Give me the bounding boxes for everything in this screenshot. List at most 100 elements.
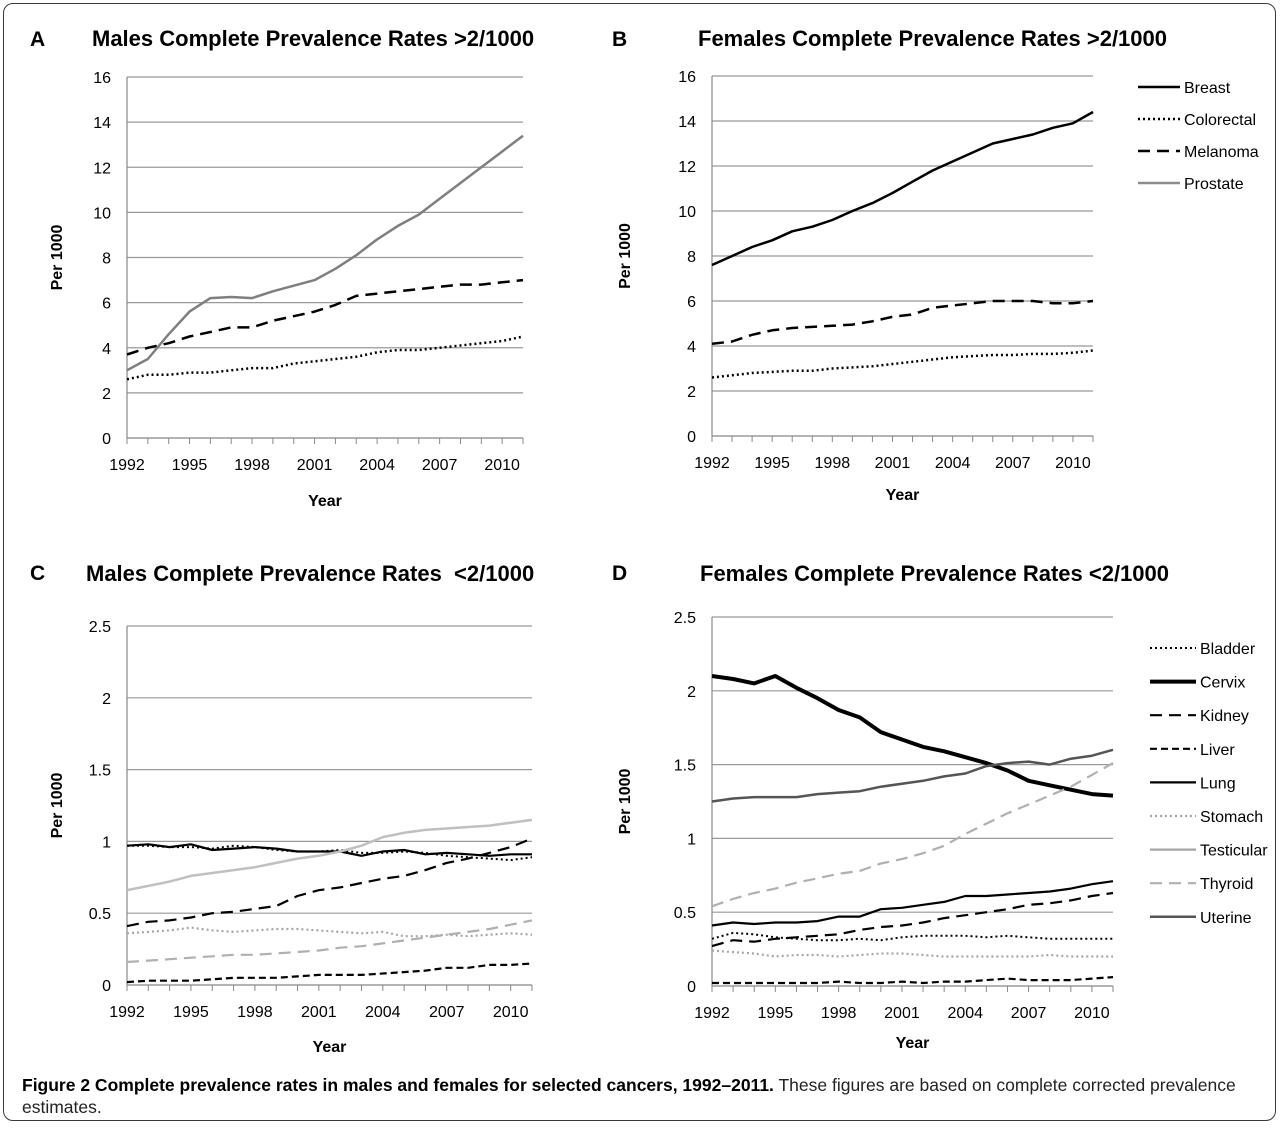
legend-label: Testicular xyxy=(1200,843,1268,860)
x-tick-label: 2001 xyxy=(884,1005,920,1022)
y-tick-label: 1.5 xyxy=(674,758,696,775)
legend-label: Cervix xyxy=(1200,675,1245,692)
x-tick-label: 1998 xyxy=(234,457,270,474)
chart-title: Females Complete Prevalence Rates >2/100… xyxy=(698,26,1167,51)
series-line-kidney xyxy=(711,891,1114,948)
x-tick-label: 2004 xyxy=(935,455,971,472)
y-tick-label: 0.5 xyxy=(674,905,696,922)
y-tick-label: 0 xyxy=(687,979,696,996)
series-line-bladder xyxy=(711,931,1113,942)
x-tick-label: 2007 xyxy=(995,455,1031,472)
y-tick-label: 12 xyxy=(678,159,696,176)
series-line-cervix xyxy=(711,674,1114,798)
x-tick-label: 1998 xyxy=(821,1005,857,1022)
series-line-testicular xyxy=(126,818,533,892)
y-axis-label: Per 1000 xyxy=(617,223,634,289)
series-line-breast xyxy=(711,110,1094,267)
x-tick-label: 1995 xyxy=(173,1004,209,1021)
legend-label: Bladder xyxy=(1200,641,1256,658)
y-tick-label: 1 xyxy=(687,831,696,848)
panel-label: D xyxy=(612,562,628,585)
x-tick-label: 2010 xyxy=(1074,1005,1110,1022)
y-tick-label: 10 xyxy=(93,205,111,222)
x-tick-label: 1998 xyxy=(237,1004,273,1021)
figure-caption: Figure 2 Complete prevalence rates in ma… xyxy=(22,1074,1262,1118)
legend-label: Colorectal xyxy=(1184,112,1256,129)
series-line-thyroid xyxy=(126,919,533,964)
x-axis-label: Year xyxy=(308,493,342,510)
caption-text: These figures are based on complete corr… xyxy=(22,1075,1236,1117)
panel-label: C xyxy=(30,562,46,585)
caption-bold: Figure 2 Complete prevalence rates in ma… xyxy=(22,1075,774,1095)
series-line-uterine xyxy=(711,748,1114,803)
chart-title: Females Complete Prevalence Rates <2/100… xyxy=(700,561,1169,586)
x-tick-label: 1995 xyxy=(172,457,208,474)
y-tick-label: 8 xyxy=(687,249,696,266)
y-tick-label: 6 xyxy=(687,294,696,311)
y-tick-label: 8 xyxy=(102,251,111,268)
y-tick-label: 10 xyxy=(678,204,696,221)
x-tick-label: 1992 xyxy=(694,1005,730,1022)
legend-label: Breast xyxy=(1184,80,1231,97)
series-line-prostate xyxy=(126,134,524,372)
x-tick-label: 2001 xyxy=(301,1004,337,1021)
series-line-melanoma xyxy=(126,278,524,356)
x-tick-label: 2001 xyxy=(297,457,333,474)
series-line-lung xyxy=(126,843,532,857)
chart-title: Males Complete Prevalence Rates <2/1000 xyxy=(86,561,535,586)
y-tick-label: 2.5 xyxy=(674,610,696,627)
series-line-melanoma xyxy=(711,299,1094,346)
panel-label: B xyxy=(612,28,628,51)
y-tick-label: 0 xyxy=(102,978,111,995)
y-tick-label: 4 xyxy=(102,341,111,358)
x-tick-label: 1992 xyxy=(694,455,730,472)
series-line-liver xyxy=(126,962,533,984)
series-line-stomach xyxy=(711,949,1113,958)
series-line-lung xyxy=(711,880,1114,927)
y-tick-label: 6 xyxy=(102,296,111,313)
x-tick-label: 2007 xyxy=(1011,1005,1047,1022)
y-tick-label: 2 xyxy=(687,684,696,701)
x-tick-label: 1998 xyxy=(815,455,851,472)
x-tick-label: 1992 xyxy=(109,457,145,474)
series-line-colorectal xyxy=(711,349,1094,379)
x-tick-label: 2007 xyxy=(422,457,458,474)
y-tick-label: 16 xyxy=(93,70,111,87)
y-axis-label: Per 1000 xyxy=(617,768,634,834)
y-tick-label: 2 xyxy=(687,384,696,401)
y-axis-label: Per 1000 xyxy=(49,224,66,290)
figure-frame xyxy=(3,3,1276,1121)
x-axis-label: Year xyxy=(896,1035,930,1052)
y-tick-label: 16 xyxy=(678,69,696,86)
x-axis-label: Year xyxy=(886,487,920,504)
panel-label: A xyxy=(30,28,46,51)
y-tick-label: 0 xyxy=(102,431,111,448)
y-tick-label: 2 xyxy=(102,386,111,403)
x-tick-label: 2010 xyxy=(1055,455,1091,472)
x-tick-label: 2004 xyxy=(365,1004,401,1021)
legend-label: Stomach xyxy=(1200,809,1263,826)
y-tick-label: 4 xyxy=(687,339,696,356)
legend-label: Kidney xyxy=(1200,708,1249,725)
y-tick-label: 12 xyxy=(93,160,111,177)
series-line-colorectal xyxy=(126,335,524,381)
y-axis-label: Per 1000 xyxy=(49,772,66,838)
legend-label: Prostate xyxy=(1184,176,1244,193)
y-tick-label: 2.5 xyxy=(89,619,111,636)
x-tick-label: 1995 xyxy=(754,455,790,472)
legend-label: Melanoma xyxy=(1184,144,1259,161)
x-tick-label: 2010 xyxy=(484,457,520,474)
legend-label: Lung xyxy=(1200,775,1236,792)
legend-label: Thyroid xyxy=(1200,876,1253,893)
y-tick-label: 0.5 xyxy=(89,906,111,923)
series-line-thyroid xyxy=(711,762,1114,908)
series-line-liver xyxy=(712,976,1114,985)
y-tick-label: 1 xyxy=(102,834,111,851)
x-tick-label: 2001 xyxy=(875,455,911,472)
x-tick-label: 2007 xyxy=(429,1004,465,1021)
y-tick-label: 14 xyxy=(678,114,696,131)
